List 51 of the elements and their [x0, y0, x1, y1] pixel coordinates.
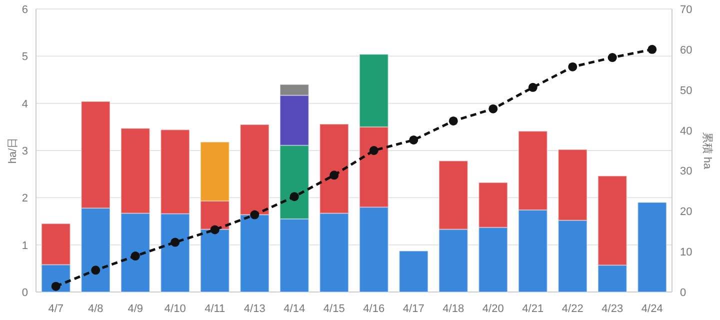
- x-tick-label: 4/13: [244, 303, 266, 315]
- y2-tick-label: 50: [680, 84, 692, 97]
- x-tick-label: 4/22: [562, 303, 584, 315]
- y2-tick-label: 60: [680, 44, 692, 56]
- x-tick-label: 4/24: [641, 303, 663, 315]
- x-tick-label: 4/21: [522, 303, 544, 315]
- point: [528, 82, 538, 92]
- y-axis-title: ha/日: [7, 137, 19, 164]
- point: [250, 210, 260, 220]
- point: [170, 238, 180, 247]
- x-tick-label: 4/7: [48, 303, 64, 315]
- x-tick-label: 4/14: [284, 303, 306, 315]
- x-tick-label: 4/20: [482, 303, 504, 315]
- point: [369, 146, 378, 155]
- point: [568, 62, 578, 72]
- y-tick-label: 4: [22, 98, 28, 110]
- x-tick-label: 4/9: [128, 303, 144, 315]
- x-tick-label: 4/18: [442, 303, 464, 315]
- y-tick-label: 0: [22, 287, 28, 299]
- x-tick-label: 4/16: [363, 303, 385, 315]
- point: [488, 104, 498, 114]
- point: [608, 53, 617, 62]
- y-tick-label: 3: [22, 146, 28, 158]
- point: [130, 252, 140, 261]
- point: [409, 135, 418, 144]
- y2-tick-label: 20: [680, 206, 692, 218]
- y2-axis-title: 累積 ha: [701, 132, 713, 170]
- point: [448, 116, 458, 126]
- y-tick-label: 5: [22, 51, 28, 64]
- x-tick-label: 4/23: [602, 303, 624, 315]
- x-tick-label: 4/8: [88, 303, 104, 315]
- bar: [637, 202, 667, 292]
- y2-tick-label: 40: [680, 125, 692, 138]
- point: [330, 170, 339, 180]
- y2-tick-label: 10: [680, 246, 692, 259]
- y-tick-label: 1: [22, 240, 28, 252]
- bar: [398, 250, 428, 292]
- y2-tick-label: 70: [680, 4, 692, 16]
- point: [210, 225, 220, 234]
- y-tick-label: 2: [22, 192, 28, 205]
- y-tick-label: 6: [22, 4, 28, 16]
- point: [290, 192, 299, 202]
- y2-tick-label: 30: [680, 166, 692, 178]
- x-tick-label: 4/10: [164, 303, 186, 315]
- point: [648, 44, 657, 54]
- x-tick-label: 4/15: [323, 303, 345, 315]
- x-tick-label: 4/11: [204, 303, 226, 315]
- y2-tick-label: 0: [680, 287, 686, 299]
- point: [91, 266, 100, 275]
- point: [51, 282, 60, 291]
- x-tick-label: 4/17: [402, 303, 424, 315]
